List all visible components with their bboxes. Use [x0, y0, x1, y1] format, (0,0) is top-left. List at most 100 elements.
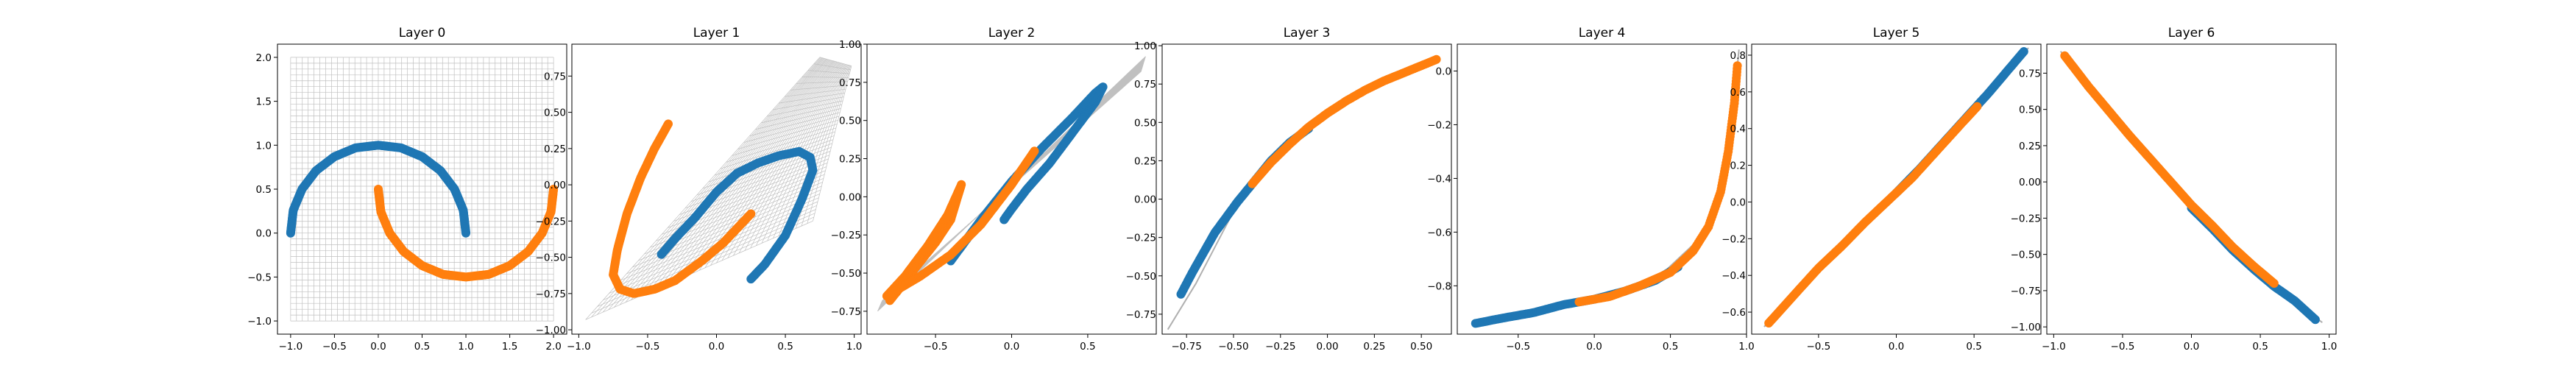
grid-line: [1102, 94, 1106, 107]
grid-line: [813, 63, 851, 71]
x-tick-label: 1.0: [1738, 341, 1754, 353]
grid-line: [773, 96, 844, 110]
grid-curve: [1472, 49, 1740, 328]
grid-line: [737, 119, 838, 149]
y-tick-label: 0.00: [839, 191, 861, 203]
x-tick-label: 0.5: [777, 341, 793, 353]
x-tick-label: −0.5: [322, 341, 347, 353]
y-tick-label: −0.75: [536, 289, 566, 300]
y-tick-label: −0.50: [1126, 271, 1156, 283]
y-tick-label: 1.00: [839, 39, 861, 51]
y-tick-label: 0.00: [1134, 194, 1156, 206]
series-0: [1176, 124, 1314, 299]
series-0: [1471, 262, 1682, 328]
y-tick-label: 1.5: [256, 96, 272, 108]
y-tick-label: 0.75: [2019, 68, 2041, 79]
x-tick-label: −0.75: [1171, 341, 1201, 353]
y-tick-label: 2.0: [256, 52, 272, 64]
grid-line: [819, 57, 852, 66]
data-point: [549, 185, 559, 194]
y-tick-label: −0.50: [536, 252, 566, 264]
grid-line: [790, 85, 847, 91]
series-0: [286, 141, 470, 238]
x-tick-label: −0.5: [1506, 341, 1530, 353]
x-tick-label: 0.0: [370, 341, 386, 353]
series-1: [1248, 54, 1441, 188]
x-tick-label: 0.5: [414, 341, 430, 353]
y-tick-label: 0.5: [256, 184, 272, 196]
grid-line: [733, 63, 841, 256]
y-tick-label: 0.0: [1436, 66, 1451, 77]
grid-curve: [1167, 57, 1441, 330]
x-tick-label: −0.50: [1218, 341, 1248, 353]
x-tick-label: 0.5: [1663, 341, 1678, 353]
y-tick-label: 0.25: [839, 154, 861, 166]
data-point: [461, 228, 470, 238]
series-1: [2060, 51, 2279, 288]
panel-4: −0.5 0.0 0.5 1.0 −0.8 −0.6 −0.4 −0.2 0.0 Layer 4: [1427, 26, 1755, 353]
x-tick-label: −0.5: [2111, 341, 2135, 353]
y-tick-label: −0.50: [2011, 250, 2041, 261]
grid-line: [761, 104, 842, 124]
x-tick-label: 0.00: [1317, 341, 1339, 353]
data-point: [1432, 54, 1441, 64]
grid-mesh: [1167, 57, 1441, 330]
panel-6: −1.0 −0.5 0.0 0.5 1.0 −1.00 −0.75 −0.50 −0.25 0.0…: [2011, 26, 2338, 353]
y-tick-label: −0.50: [831, 268, 861, 280]
y-tick-label: −1.00: [536, 325, 566, 336]
panel-1: −1.0 −0.5 0.0 0.5 1.0 −1.00 −0.75 −0.50 −0.25 0.0…: [536, 26, 863, 353]
x-tick-label: 0.0: [1004, 341, 1019, 353]
x-tick-label: 1.0: [2321, 341, 2337, 353]
x-tick-label: 0.0: [1586, 341, 1602, 353]
panel-3: −0.75 −0.50 −0.25 0.00 0.25 0.50 −0.75 −0.50 −0.…: [1126, 26, 1452, 353]
y-tick-label: 0.00: [544, 180, 566, 191]
grid-line: [732, 124, 838, 156]
x-tick-label: 1.0: [458, 341, 473, 353]
x-tick-label: −1.0: [2042, 341, 2066, 353]
data-point: [2269, 279, 2279, 288]
y-tick-label: −0.25: [1126, 233, 1156, 244]
data-point: [746, 275, 756, 284]
data-point: [1030, 146, 1039, 156]
grid-line: [779, 93, 845, 104]
y-tick-label: 0.50: [1134, 117, 1156, 129]
series-1: [374, 185, 559, 282]
y-tick-label: 0.8: [1730, 50, 1746, 62]
y-tick-label: 0.50: [839, 116, 861, 127]
y-tick-label: −0.4: [1427, 173, 1451, 185]
axes-frame: [277, 43, 567, 335]
y-tick-label: 0.25: [2019, 141, 2041, 152]
y-tick-label: 0.4: [1730, 124, 1746, 135]
data-point: [1733, 61, 1742, 71]
y-tick-label: −0.25: [2011, 213, 2041, 224]
chart-title: Layer 0: [399, 26, 446, 40]
chart-title: Layer 4: [1579, 26, 1626, 40]
grid-mesh: [290, 57, 554, 322]
grid-line: [585, 57, 821, 320]
chart-title: Layer 1: [693, 26, 740, 40]
grid-line: [801, 65, 851, 227]
chart-title: Layer 2: [988, 26, 1036, 40]
x-tick-label: −0.25: [1265, 341, 1295, 353]
grid-line: [720, 131, 835, 169]
x-tick-label: −0.5: [924, 341, 948, 353]
grid-line: [1140, 56, 1146, 72]
grid-line: [1134, 63, 1139, 78]
grid-line: [743, 116, 839, 143]
grid-line: [738, 63, 842, 254]
series-0: [657, 146, 818, 284]
x-tick-label: 0.5: [1966, 341, 1981, 353]
chart-title: Layer 5: [1873, 26, 1920, 40]
data-point: [2310, 315, 2320, 325]
data-point: [1972, 102, 1982, 111]
axes-frame: [1457, 43, 1747, 335]
data-point: [999, 215, 1009, 224]
x-tick-label: 0.5: [2252, 341, 2268, 353]
grid-line: [1121, 75, 1126, 89]
x-tick-label: 1.5: [502, 341, 517, 353]
grid-curve: [2059, 51, 2323, 324]
series-1: [1764, 102, 1982, 328]
y-tick-label: 0.25: [544, 144, 566, 155]
y-tick-label: 1.0: [256, 140, 272, 152]
